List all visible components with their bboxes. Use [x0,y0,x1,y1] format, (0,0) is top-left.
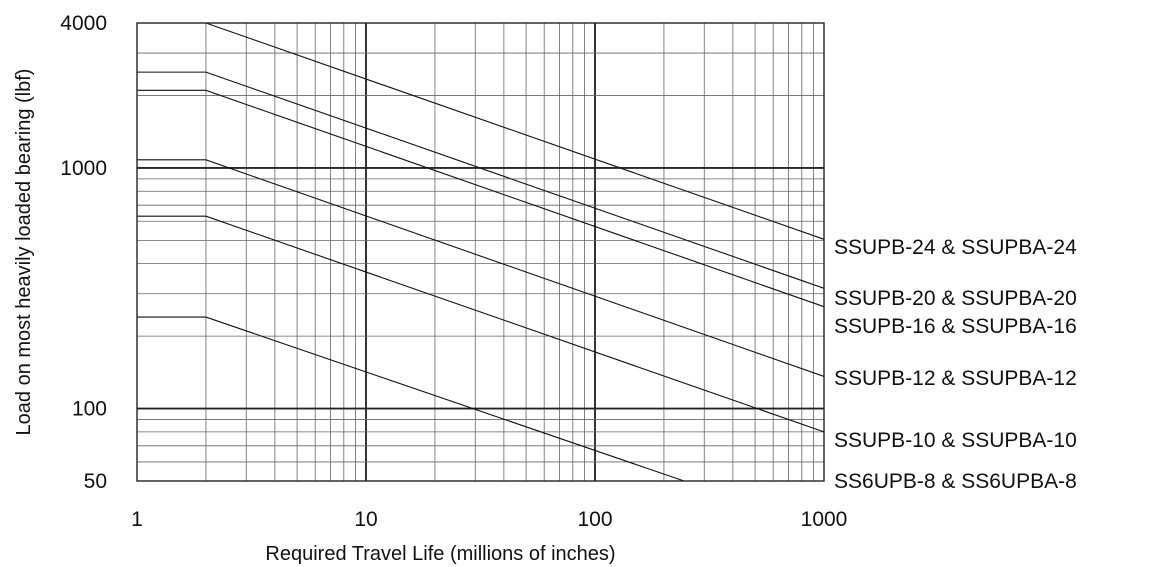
y-axis-title: Load on most heavily loaded bearing (lbf… [13,69,35,436]
y-tick-label: 1000 [60,157,107,180]
series-label: SSUPB-20 & SSUPBA-20 [834,287,1077,310]
series-line [137,215,825,433]
x-tick-labels: 1 10 100 1000 [131,508,847,531]
series-line [137,316,685,482]
series-line [137,22,825,240]
x-tick-label: 1 [131,508,143,531]
series-line [137,159,825,377]
series-label: SSUPB-16 & SSUPBA-16 [834,315,1077,338]
y-tick-label: 100 [72,398,107,421]
x-tick-label: 100 [577,508,612,531]
series-lines [137,22,825,482]
y-tick-label: 4000 [60,12,107,35]
x-axis-title: Required Travel Life (millions of inches… [265,543,615,565]
x-tick-label: 10 [354,508,377,531]
y-tick-label: 50 [84,470,107,493]
series-line [137,89,825,308]
series-line [137,71,825,289]
plot-frame [136,22,825,482]
y-tick-labels: 50 100 1000 4000 [60,12,107,493]
grid [137,23,824,481]
x-tick-label: 1000 [801,508,848,531]
series-label: SSUPB-24 & SSUPBA-24 [834,236,1077,259]
series-labels: SSUPB-24 & SSUPBA-24 SSUPB-20 & SSUPBA-20… [834,236,1077,493]
series-label: SSUPB-10 & SSUPBA-10 [834,429,1077,452]
series-label: SS6UPB-8 & SS6UPBA-8 [834,470,1077,493]
series-label: SSUPB-12 & SSUPBA-12 [834,367,1077,390]
